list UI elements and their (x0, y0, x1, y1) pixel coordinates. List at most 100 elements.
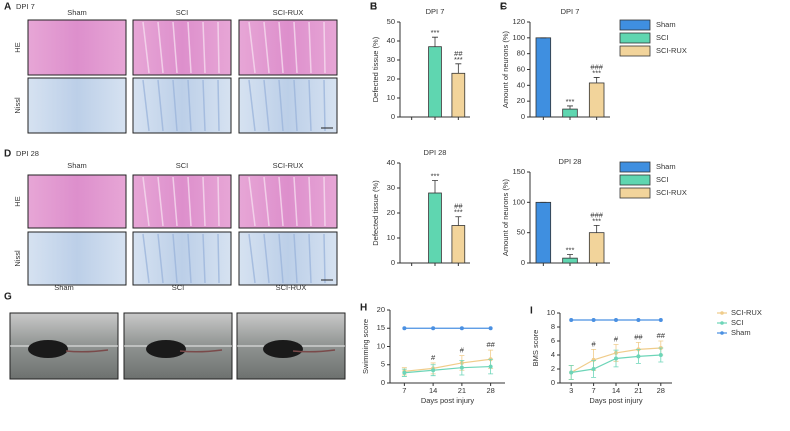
panel-letter: E (370, 2, 377, 13)
y-tick-label: 20 (387, 74, 395, 83)
tissue-streak (278, 233, 284, 284)
tissue-streak (248, 79, 256, 132)
tissue-streak (308, 176, 312, 227)
tissue-streak (263, 79, 270, 132)
row-label: HE (13, 196, 22, 206)
column-label: SCI (176, 8, 189, 17)
point (658, 318, 663, 322)
significance: # (614, 334, 619, 343)
y-axis-label: Amount of neurons (%) (501, 178, 510, 256)
y-tick-label: 30 (387, 183, 395, 192)
significance: *** (592, 68, 601, 77)
error-bar (567, 105, 573, 110)
chart-title: DPI 28 (424, 148, 447, 157)
tissue-streak (323, 176, 326, 227)
panel-letter: I (530, 306, 533, 317)
y-tick-label: 20 (377, 305, 385, 314)
bar (588, 82, 605, 118)
error-bar (455, 63, 462, 74)
column-label: SCI-RUX (273, 161, 304, 170)
y-tick-label: 20 (387, 208, 395, 217)
legend-label: SCI (731, 318, 744, 327)
tissue-streak (323, 79, 326, 132)
y-tick-label: 40 (387, 158, 395, 167)
histology-image (132, 174, 232, 229)
histology-image (132, 77, 232, 134)
x-tick-label: 7 (592, 386, 596, 395)
legend-swatch (619, 187, 651, 199)
legend-swatch (619, 32, 651, 44)
bar (428, 46, 442, 118)
tissue-streak (142, 233, 150, 284)
x-tick-label: 7 (402, 386, 406, 395)
series-line (404, 358, 491, 372)
x-tick-label: 14 (612, 386, 620, 395)
significance: ### (590, 210, 603, 219)
tissue-streak (172, 176, 178, 227)
y-tick-label: 5 (381, 360, 385, 369)
y-tick-label: 120 (512, 17, 525, 26)
significance: *** (431, 171, 440, 180)
y-axis-label: BMS score (531, 330, 540, 367)
histology-image (27, 19, 127, 76)
y-tick-label: 10 (547, 308, 555, 317)
point (591, 318, 596, 322)
tissue-streak (217, 233, 220, 284)
y-tick-label: 0 (551, 378, 555, 387)
legend-label: SCI-RUX (731, 308, 762, 317)
x-tick-label: 28 (486, 386, 494, 395)
legend-label: SCI (656, 175, 669, 184)
histology-image (27, 174, 127, 229)
error-bar (455, 216, 462, 226)
point (569, 370, 574, 375)
bar (451, 225, 466, 264)
tissue-streak (157, 176, 164, 227)
x-tick-label: 21 (634, 386, 642, 395)
y-tick-label: 6 (551, 336, 555, 345)
bar (451, 72, 466, 118)
y-tick-label: 10 (377, 341, 385, 350)
bar (535, 37, 552, 118)
tissue-streak (187, 21, 192, 74)
x-tick-label: 28 (657, 386, 665, 395)
bar (588, 232, 605, 264)
tissue-streak (293, 21, 298, 74)
tissue-streak (248, 21, 256, 74)
y-tick-label: 50 (517, 228, 525, 237)
legend-label: SCI-RUX (656, 188, 687, 197)
mouse-tail (292, 349, 336, 353)
tissue-streak (187, 176, 192, 227)
tissue-streak (142, 79, 150, 132)
row-label: Nissl (13, 250, 22, 267)
y-tick-label: 0 (521, 112, 525, 121)
bar (428, 192, 442, 264)
y-tick-label: 30 (387, 55, 395, 64)
tissue-streak (293, 79, 298, 132)
y-tick-label: 0 (521, 258, 525, 267)
point (658, 353, 663, 357)
x-tick-label: 3 (569, 386, 573, 395)
significance: *** (592, 216, 601, 225)
mouse-tail (179, 349, 223, 353)
y-tick-label: 60 (517, 64, 525, 73)
panel-letter: F (500, 2, 506, 13)
y-tick-label: 40 (517, 80, 525, 89)
tissue-streak (248, 233, 256, 284)
column-label: SCI (172, 283, 185, 292)
significance: ## (454, 49, 463, 58)
tissue-streak (217, 79, 220, 132)
column-label: SCI (176, 161, 189, 170)
tissue-streak (157, 21, 164, 74)
tissue-streak (157, 233, 164, 284)
x-axis-label: Days post injury (589, 396, 643, 405)
panel-title: DPI 7 (16, 2, 35, 11)
row-label: Nissl (13, 97, 22, 114)
mouse (263, 340, 303, 358)
column-label: Sham (67, 161, 87, 170)
y-tick-label: 100 (512, 33, 525, 42)
legend-marker (720, 331, 724, 335)
legend-label: Sham (656, 20, 676, 29)
y-axis-label: Amount of neurons (%) (501, 30, 510, 108)
significance: ### (590, 62, 603, 71)
